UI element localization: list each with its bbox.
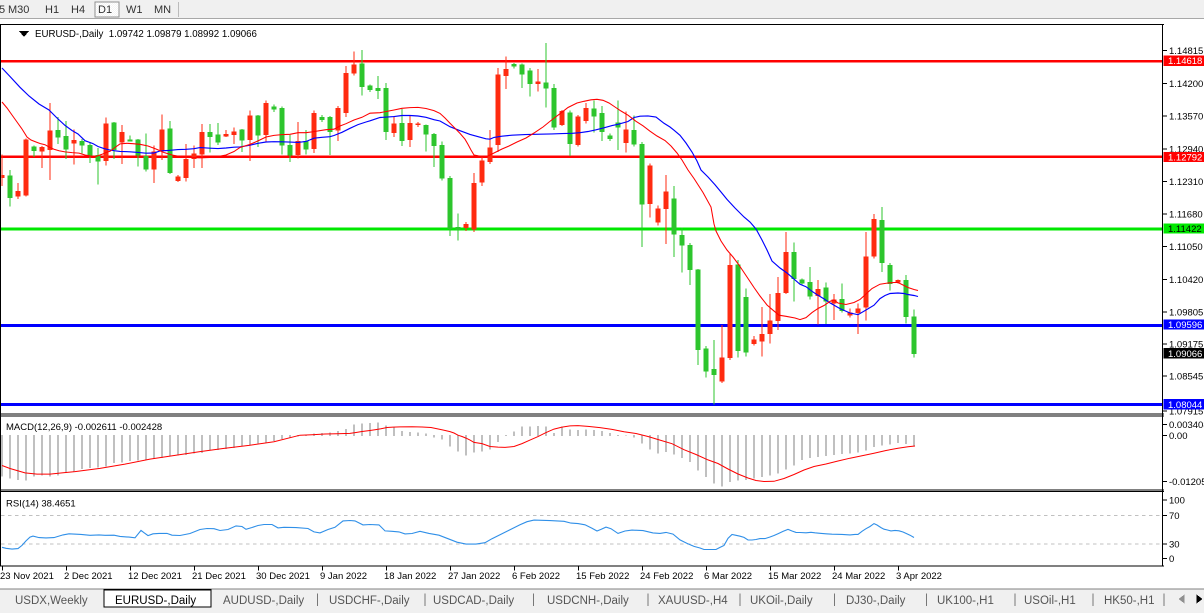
svg-text:-0.01205: -0.01205 [1169,477,1204,488]
svg-text:1.12310: 1.12310 [1169,177,1203,188]
svg-text:D1: D1 [98,4,112,16]
svg-text:EURUSD-,Daily: EURUSD-,Daily [115,595,196,607]
svg-text:18 Jan 2022: 18 Jan 2022 [384,571,436,582]
svg-text:USDCHF-,Daily: USDCHF-,Daily [329,595,410,607]
svg-text:1.09805: 1.09805 [1169,308,1203,319]
svg-text:0: 0 [1169,554,1174,565]
svg-text:15 Mar 2022: 15 Mar 2022 [768,571,821,582]
svg-text:70: 70 [1169,511,1180,522]
svg-text:1.14815: 1.14815 [1169,46,1203,57]
svg-text:1.09596: 1.09596 [1168,320,1202,331]
svg-text:30: 30 [1169,540,1180,551]
svg-text:1.11422: 1.11422 [1168,224,1202,235]
svg-text:H1: H1 [45,4,59,16]
svg-text:1.10420: 1.10420 [1169,275,1203,286]
svg-text:1.14200: 1.14200 [1169,79,1203,90]
svg-text:27 Jan 2022: 27 Jan 2022 [448,571,500,582]
svg-text:0.003408: 0.003408 [1169,420,1204,431]
svg-text:21 Dec 2021: 21 Dec 2021 [192,571,246,582]
svg-text:XAUUSD-,H4: XAUUSD-,H4 [658,595,728,607]
svg-text:DJ30-,Daily: DJ30-,Daily [846,595,906,607]
svg-text:6 Mar 2022: 6 Mar 2022 [704,571,752,582]
svg-text:6 Feb 2022: 6 Feb 2022 [512,571,560,582]
svg-text:1.14618: 1.14618 [1168,56,1202,67]
svg-text:12 Dec 2021: 12 Dec 2021 [128,571,182,582]
svg-text:1.12792: 1.12792 [1168,153,1202,164]
svg-text:MN: MN [154,4,171,16]
svg-text:30 Dec 2021: 30 Dec 2021 [256,571,310,582]
svg-text:15 Feb 2022: 15 Feb 2022 [576,571,629,582]
svg-text:1.07915: 1.07915 [1169,407,1203,418]
svg-text:9 Jan 2022: 9 Jan 2022 [320,571,367,582]
svg-text:UKOil-,Daily: UKOil-,Daily [750,595,813,607]
svg-text:1.12940: 1.12940 [1169,144,1203,155]
svg-text:EURUSD-,Daily 1.09742 1.09879: EURUSD-,Daily 1.09742 1.09879 1.08992 1.… [35,29,257,40]
svg-text:1.08044: 1.08044 [1168,400,1202,411]
svg-text:24 Feb 2022: 24 Feb 2022 [640,571,693,582]
svg-text:H4: H4 [71,4,85,16]
svg-text:USDX,Weekly: USDX,Weekly [15,595,88,607]
svg-text:23 Nov 2021: 23 Nov 2021 [0,571,54,582]
svg-text:3 Apr 2022: 3 Apr 2022 [896,571,942,582]
svg-text:24 Mar 2022: 24 Mar 2022 [832,571,885,582]
svg-text:1.11050: 1.11050 [1169,242,1203,253]
svg-text:W1: W1 [126,4,143,16]
svg-text:2 Dec 2021: 2 Dec 2021 [64,571,113,582]
svg-text:100: 100 [1169,495,1185,506]
svg-text:HK50-,H1: HK50-,H1 [1104,595,1155,607]
svg-text:RSI(14) 38.4651: RSI(14) 38.4651 [6,499,76,510]
svg-text:1.09066: 1.09066 [1168,349,1202,360]
svg-text:AUDUSD-,Daily: AUDUSD-,Daily [223,595,304,607]
svg-text:1.11680: 1.11680 [1169,210,1203,221]
svg-text:USDCAD-,Daily: USDCAD-,Daily [433,595,514,607]
svg-text:UK100-,H1: UK100-,H1 [937,595,994,607]
svg-text:1.09175: 1.09175 [1169,340,1203,351]
svg-text:1.08545: 1.08545 [1169,372,1203,383]
svg-text:5: 5 [0,4,5,16]
svg-text:M30: M30 [8,4,29,16]
svg-text:1.13570: 1.13570 [1169,112,1203,123]
svg-text:0.00: 0.00 [1169,431,1188,442]
svg-text:MACD(12,26,9) -0.002611 -0.002: MACD(12,26,9) -0.002611 -0.002428 [6,422,162,433]
svg-text:USOil-,H1: USOil-,H1 [1024,595,1076,607]
svg-text:USDCNH-,Daily: USDCNH-,Daily [547,595,629,607]
